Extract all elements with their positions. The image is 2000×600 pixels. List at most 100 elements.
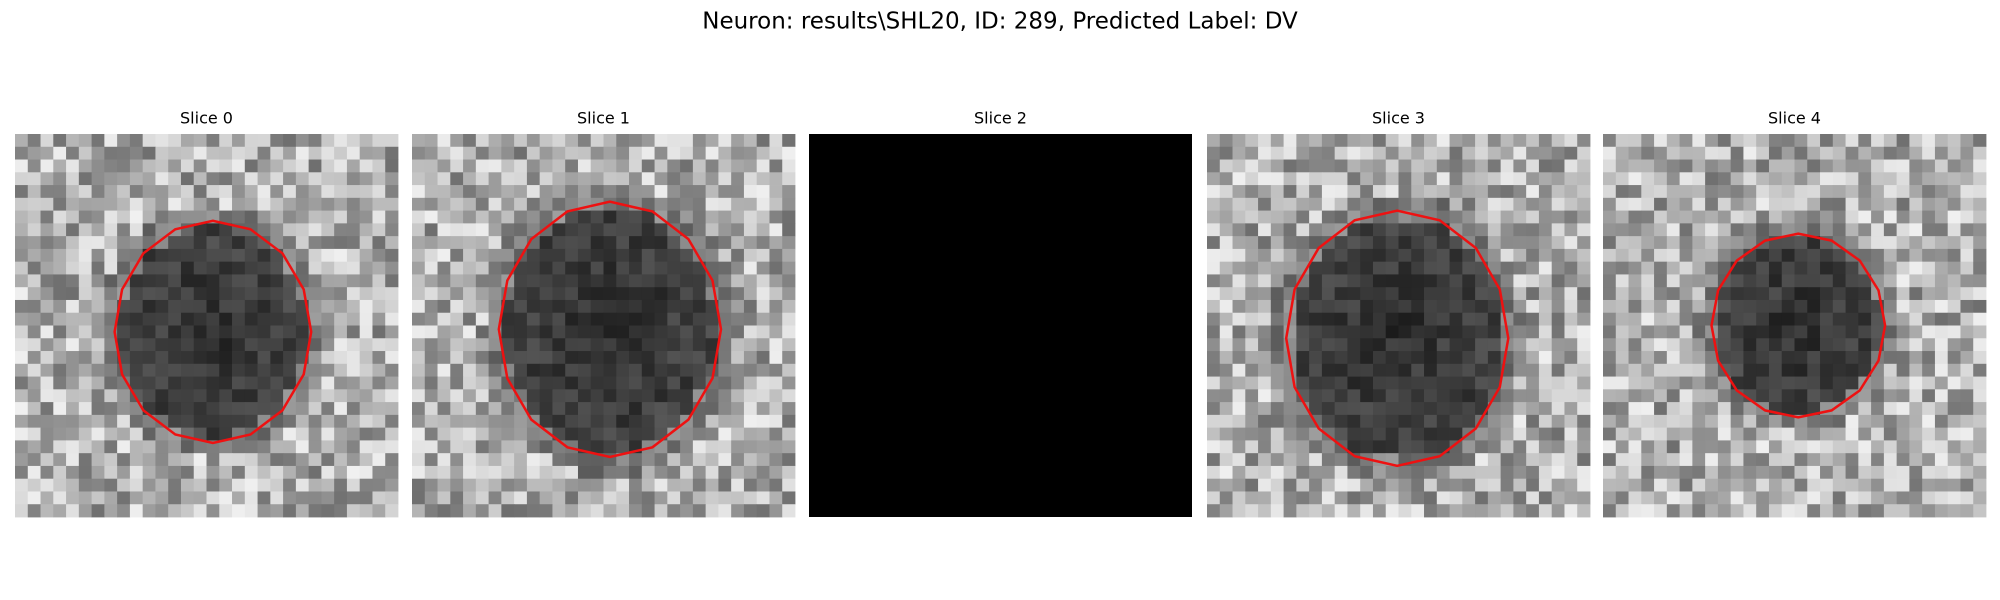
pixel xyxy=(27,504,41,518)
pixel xyxy=(1717,210,1732,224)
pixel xyxy=(424,351,438,365)
pixel xyxy=(385,236,399,250)
pixel xyxy=(1832,134,1846,148)
pixel xyxy=(731,453,745,467)
pixel xyxy=(142,389,156,403)
pixel xyxy=(346,134,361,148)
pixel xyxy=(654,338,668,352)
pixel xyxy=(1245,491,1259,505)
pixel xyxy=(1960,299,1974,314)
pixel xyxy=(1577,287,1591,301)
pixel xyxy=(257,491,271,505)
pixel xyxy=(450,402,464,416)
pixel xyxy=(232,210,246,224)
pixel xyxy=(1232,197,1246,211)
pixel xyxy=(1781,453,1795,467)
pixel xyxy=(437,185,451,199)
pixel xyxy=(654,504,668,518)
pixel xyxy=(1424,185,1438,199)
pixel xyxy=(590,465,604,480)
pixel xyxy=(1960,465,1974,480)
pixel xyxy=(1794,248,1808,263)
pixel xyxy=(219,185,233,199)
pixel xyxy=(78,146,92,160)
pixel xyxy=(1692,351,1706,365)
pixel xyxy=(1922,325,1936,339)
pixel xyxy=(91,427,105,441)
pixel xyxy=(731,299,745,314)
pixel xyxy=(1258,185,1272,199)
pixel xyxy=(1807,363,1821,377)
pixel xyxy=(641,414,655,429)
pixel xyxy=(437,248,451,263)
pixel xyxy=(1692,134,1706,148)
pixel xyxy=(232,376,246,390)
pixel xyxy=(346,287,361,301)
pixel xyxy=(1666,491,1680,505)
pixel xyxy=(514,172,528,186)
pixel xyxy=(1768,287,1783,301)
pixel xyxy=(756,465,770,480)
pixel xyxy=(346,197,361,211)
pixel xyxy=(1538,146,1553,160)
pixel xyxy=(1462,363,1476,377)
pixel xyxy=(1756,299,1770,314)
pixel xyxy=(1730,414,1744,429)
pixel xyxy=(1462,274,1476,288)
pixel xyxy=(1551,376,1565,390)
pixel xyxy=(1245,185,1259,199)
pixel xyxy=(1500,185,1514,199)
pixel xyxy=(1807,351,1821,365)
pixel xyxy=(769,248,783,263)
pixel xyxy=(1449,312,1463,326)
pixel xyxy=(1922,478,1936,492)
pixel xyxy=(1909,440,1923,454)
pixel xyxy=(270,248,284,263)
pixel xyxy=(782,440,796,454)
pixel xyxy=(1717,351,1732,365)
pixel xyxy=(1270,223,1284,237)
pixel xyxy=(219,197,233,211)
pixel xyxy=(1538,325,1553,339)
pixel xyxy=(654,248,668,263)
pixel xyxy=(463,325,477,339)
pixel xyxy=(565,287,579,301)
pixel xyxy=(180,210,195,224)
pixel xyxy=(1794,338,1808,352)
pixel xyxy=(1641,197,1655,211)
pixel xyxy=(1321,261,1336,275)
pixel xyxy=(1705,210,1719,224)
pixel xyxy=(1436,159,1450,173)
pixel xyxy=(1960,478,1974,492)
pixel xyxy=(1513,376,1527,390)
pixel xyxy=(244,185,258,199)
pixel xyxy=(769,146,783,160)
pixel xyxy=(1768,465,1783,480)
pixel xyxy=(232,274,246,288)
pixel xyxy=(359,402,373,416)
pixel xyxy=(53,197,67,211)
pixel xyxy=(1756,159,1770,173)
pixel xyxy=(321,376,335,390)
pixel xyxy=(232,172,246,186)
pixel xyxy=(1743,440,1757,454)
pixel xyxy=(1385,185,1399,199)
pixel xyxy=(514,427,528,441)
pixel xyxy=(1768,185,1783,199)
pixel xyxy=(1538,223,1553,237)
pixel xyxy=(1526,389,1540,403)
pixel xyxy=(1896,504,1910,518)
pixel xyxy=(437,261,451,275)
pixel xyxy=(1424,389,1438,403)
pixel xyxy=(1513,402,1527,416)
pixel xyxy=(450,134,464,148)
pixel xyxy=(66,465,80,480)
pixel xyxy=(705,491,719,505)
pixel xyxy=(1449,491,1463,505)
pixel xyxy=(1615,338,1629,352)
pixel xyxy=(501,478,515,492)
pixel xyxy=(1730,338,1744,352)
pixel xyxy=(1934,504,1949,518)
pixel xyxy=(104,478,118,492)
pixel xyxy=(1411,261,1425,275)
